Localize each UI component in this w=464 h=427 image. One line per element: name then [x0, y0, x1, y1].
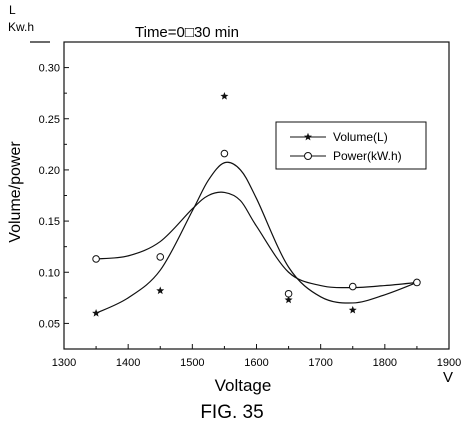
- x-tick-label: 1600: [244, 357, 268, 369]
- x-tick-label: 1400: [116, 357, 140, 369]
- x-tick-label: 1800: [373, 357, 397, 369]
- y-unit-l: L: [9, 3, 16, 17]
- volume-fit-curve: [95, 161, 418, 314]
- volume-star-point: [156, 286, 165, 295]
- x-axis-label: Voltage: [215, 376, 272, 395]
- volume-star-point: [348, 305, 357, 314]
- power-circle-point: [220, 149, 229, 158]
- y-tick-label: 0.15: [39, 216, 60, 228]
- axis-ticks: 1300 1400 1500 1600 1700 1800 1900 0.05 0.10 0.15…: [39, 63, 462, 369]
- y-tick-label: 0.25: [39, 114, 60, 126]
- legend-box: [275, 121, 427, 170]
- volume-star-point: [220, 92, 229, 100]
- power-circle-point: [156, 253, 165, 261]
- y-unit-kwh: Kw.h: [8, 20, 34, 34]
- y-tick-label: 0.05: [39, 318, 60, 330]
- power-circle-point: [348, 282, 357, 291]
- y-tick-label: 0.30: [39, 63, 60, 75]
- data-markers: [92, 92, 421, 317]
- time-annotation: Time=0□30 min: [135, 24, 239, 41]
- volume-star-point: [284, 295, 293, 304]
- power-circle-point: [413, 278, 421, 287]
- y-tick-label: 0.10: [39, 267, 60, 279]
- legend: Volume(L) Power(kW.h): [275, 121, 427, 170]
- legend-label-volume: Volume(L): [333, 130, 388, 144]
- x-tick-label: 1300: [52, 357, 76, 369]
- plot-frame: [63, 41, 450, 350]
- volume-star-point: [92, 308, 101, 317]
- fit-curves: [95, 161, 418, 314]
- legend-circle-marker: [304, 152, 312, 160]
- y-axis-label: Volume/power: [7, 141, 24, 243]
- legend-star-marker: [304, 132, 312, 141]
- power-fit-curve: [96, 191, 417, 289]
- x-tick-label: 1700: [308, 357, 332, 369]
- legend-label-power: Power(kW.h): [333, 149, 402, 163]
- power-circle-point: [92, 255, 100, 263]
- power-circle-point: [284, 289, 293, 298]
- x-tick-label: 1900: [437, 357, 461, 369]
- y-tick-label: 0.20: [39, 165, 60, 177]
- x-tick-label: 1500: [180, 357, 204, 369]
- x-axis-unit: V: [443, 369, 453, 386]
- figure-caption: FIG. 35: [200, 402, 263, 423]
